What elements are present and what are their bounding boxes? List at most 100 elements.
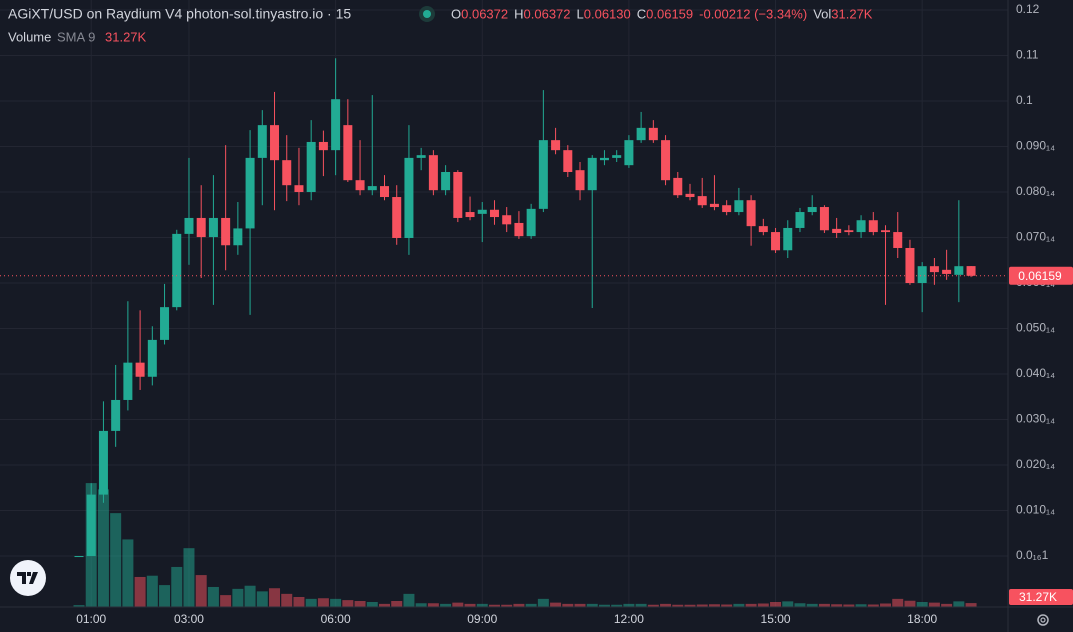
candle-body [343,125,353,181]
volume-bar [464,603,476,607]
volume-bar [256,591,268,607]
candle-body [441,171,451,191]
candle-body [893,232,903,248]
y-tick-label: 0.050₁₄ [1016,321,1055,335]
volume-bar [672,604,684,607]
candle-body [526,208,536,237]
candle-body [673,177,683,196]
candle-body [819,207,829,231]
volume-bar [513,603,525,607]
candle-body [551,140,561,151]
volume-bar [635,603,647,607]
candle-body [514,222,524,237]
settings-icon[interactable] [1037,614,1049,626]
candle-body [453,171,463,218]
volume-bar [684,604,696,607]
ohlc-value: 0.06159 [646,6,693,21]
volume-bar [73,605,85,607]
volume-bar [354,600,366,607]
candle-body [905,247,915,284]
candle-body [428,155,438,191]
grid [0,0,1008,607]
volume-label: Volume [8,29,51,44]
volume-bar [97,489,109,607]
y-tick-label: 0.070₁₄ [1016,230,1055,244]
ohlc-value: 0.06372 [524,6,571,21]
candle-body [86,494,96,557]
x-tick-label: 18:00 [907,612,937,626]
candle-body [404,157,414,238]
volume-bar [928,602,940,607]
volume-bar [537,598,549,607]
candle-body [881,230,891,233]
x-tick-label: 15:00 [761,612,791,626]
y-tick-label: 0.040₁₄ [1016,366,1055,380]
ohlc-legend: O 0.06372 H 0.06372 L 0.06130 C 0.06159 -0.00212… [451,6,873,21]
volume-bar [440,603,452,607]
volume-bar [183,548,195,607]
volume-bar [562,603,574,607]
candle-body [795,212,805,228]
volume-bar [232,588,244,607]
candle-body [416,155,426,158]
candle-body [98,430,108,495]
candle-body [685,193,695,198]
volume-bar [880,603,892,607]
volume-bar [574,603,586,607]
candle-body [477,209,487,214]
y-tick-label: 0.090₁₄ [1016,139,1055,153]
last-price-label: 0.06159 [1018,269,1062,283]
volume-bar [207,586,219,607]
candle-body [489,209,499,218]
volume-bar [660,603,672,607]
candle-body [599,157,609,161]
candle-body [868,220,878,233]
volume-bar [317,598,329,607]
candle-body [257,125,267,158]
volume-bar [953,601,965,607]
candle-body [294,185,304,193]
volume-bar [941,603,953,607]
volume-bar [415,603,427,607]
status-dot [423,10,431,18]
candle-body [147,339,157,377]
volume-bar [831,604,843,607]
volume-bar [550,602,562,607]
volume-bar [281,593,293,607]
volume-bar [965,603,977,607]
candle-body [856,220,866,233]
volume-bar [110,513,122,607]
volume-bar [794,603,806,607]
volume-bar [598,604,610,607]
candle-body [624,140,634,166]
ohlc-value: 0.06372 [461,6,508,21]
candle-body [771,232,781,251]
candle-body [331,99,341,151]
volume-bar [342,600,354,607]
volume-bar [293,596,305,607]
logo-glyph [17,572,38,584]
volume-bar [855,604,867,607]
logo-circle [10,560,46,596]
candle-body [734,200,744,213]
candle-body [612,155,622,158]
last-volume-label: 31.27K [1019,590,1057,604]
volume-bar [452,602,464,607]
candle-body [282,160,292,186]
volume-bar [843,604,855,607]
volume-bar [733,603,745,607]
candle-body [208,217,218,238]
volume-bar [195,575,207,607]
volume-bar [476,603,488,607]
candle-body [270,125,280,161]
tv-logo[interactable] [10,560,46,596]
volume-bar [904,600,916,607]
candle-body [954,266,964,275]
candle-body [306,141,316,193]
volume-bar [611,604,623,607]
candle-layer [74,58,976,558]
candle-body [942,269,952,274]
volume-bar [330,598,342,607]
